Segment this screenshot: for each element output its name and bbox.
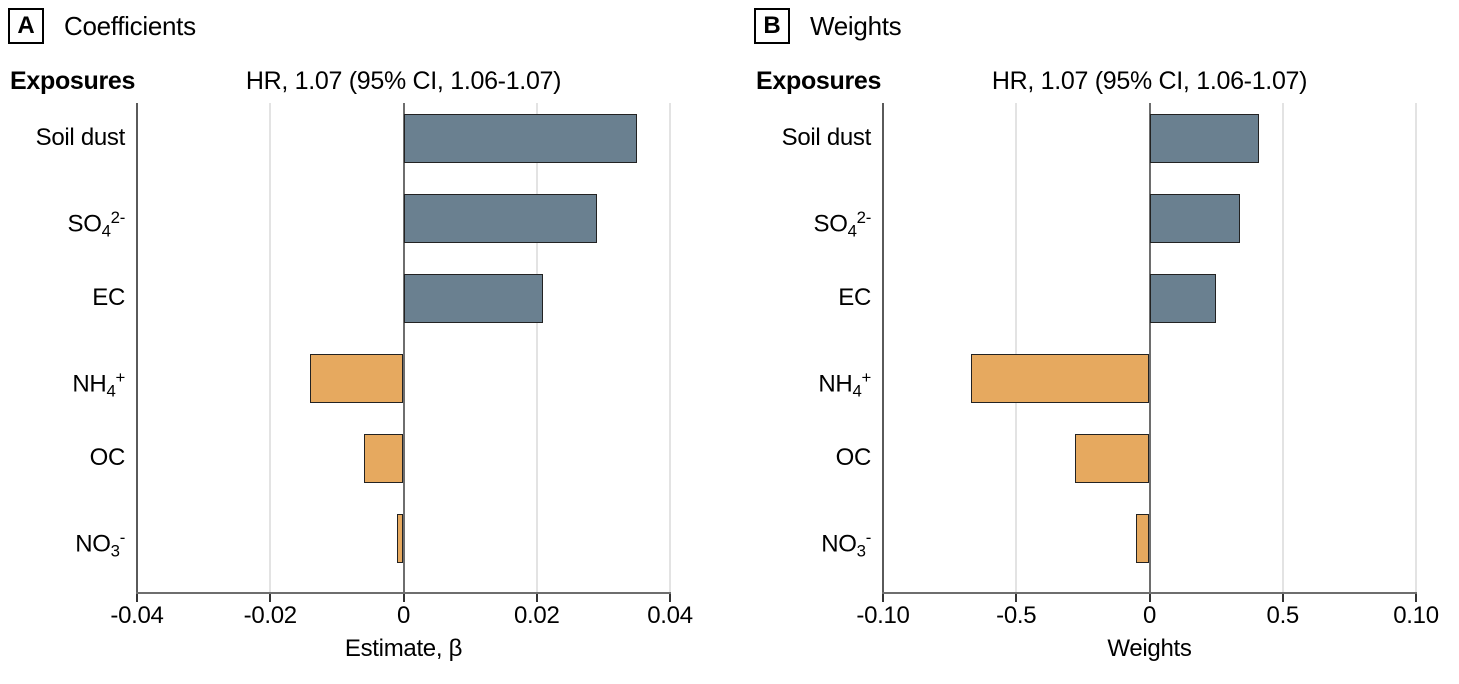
plot-area-coefficients: Soil dust SO42- EC NH4+ OC NO3- -0.04 -0.02 0 0.0… — [0, 0, 713, 684]
category-label-nh4: NH4+ — [818, 368, 871, 401]
category-label-nh4: NH4+ — [72, 368, 125, 401]
bar-ec — [1149, 273, 1217, 323]
category-label-soil-dust: Soil dust — [781, 124, 872, 151]
tick-label: 0.02 — [513, 602, 560, 629]
tick-label: -0.5 — [996, 602, 1037, 629]
plot-area-weights: Soil dust SO42- EC NH4+ OC NO3- -0.10 -0.5 0 0.5 0… — [746, 0, 1459, 684]
panel-b-tag-box: B — [754, 8, 790, 44]
tick-mark — [669, 594, 671, 602]
panel-a-tag-box: A — [8, 8, 44, 44]
category-label-no3: NO3- — [75, 528, 125, 561]
bar-oc — [363, 433, 404, 483]
bar-soil-dust — [403, 113, 637, 163]
bar-nh4 — [970, 353, 1150, 403]
tick-mark — [535, 594, 538, 602]
gridline — [535, 103, 538, 593]
tick-label: -0.04 — [110, 602, 164, 629]
category-label-ec: EC — [92, 284, 125, 311]
panel-b-header: B Weights — [754, 8, 902, 44]
tick-mark — [1415, 594, 1417, 602]
panel-a-title: Coefficients — [64, 10, 196, 41]
hr-annotation-a: HR, 1.07 (95% CI, 1.06-1.07) — [245, 67, 562, 95]
bar-ec — [403, 273, 544, 323]
x-axis-title: Weights — [1107, 635, 1192, 662]
tick-mark — [269, 594, 272, 602]
zero-line — [1148, 103, 1151, 593]
category-label-no3: NO3- — [821, 528, 871, 561]
tick-mark — [136, 594, 138, 602]
panel-a-header: A Coefficients — [8, 8, 196, 44]
bar-no3 — [1136, 513, 1150, 563]
bar-so4-2 — [403, 193, 597, 243]
tick-label: -0.10 — [856, 602, 910, 629]
panel-coefficients: A Coefficients Exposures HR, 1.07 (95% C… — [0, 0, 713, 684]
exposures-label: Exposures — [756, 67, 882, 95]
panel-weights: B Weights Exposures HR, 1.07 (95% CI, 1.… — [746, 0, 1459, 684]
x-axis-line — [136, 592, 671, 594]
exposures-label: Exposures — [10, 67, 136, 95]
panel-b-title: Weights — [810, 10, 902, 41]
x-axis-title: Estimate, β — [344, 635, 463, 662]
category-label-oc: OC — [835, 444, 872, 471]
bar-oc — [1074, 433, 1150, 483]
gridline — [669, 103, 671, 593]
bar-so4-2 — [1149, 193, 1241, 243]
tick-mark — [402, 594, 405, 602]
gridline — [269, 103, 272, 593]
bar-nh4 — [310, 353, 404, 403]
bar-no3 — [396, 513, 404, 563]
tick-label: -0.02 — [243, 602, 298, 629]
y-axis-spine — [136, 103, 138, 593]
tick-mark — [1015, 594, 1018, 602]
tick-mark — [1148, 594, 1151, 602]
tick-mark — [882, 594, 884, 602]
category-label-ec: EC — [838, 284, 871, 311]
tick-label: 0 — [1142, 602, 1157, 629]
hr-annotation-b: HR, 1.07 (95% CI, 1.06-1.07) — [991, 67, 1308, 95]
category-label-so4-2: SO42- — [67, 208, 126, 241]
category-label-soil-dust: Soil dust — [35, 124, 126, 151]
y-axis-spine — [882, 103, 884, 593]
tick-label: 0.5 — [1266, 602, 1300, 629]
category-label-oc: OC — [89, 444, 126, 471]
x-axis-line — [882, 592, 1417, 594]
gridline — [1415, 103, 1417, 593]
zero-line — [402, 103, 405, 593]
tick-mark — [1281, 594, 1284, 602]
tick-label: 0.04 — [647, 602, 693, 629]
bar-soil-dust — [1149, 113, 1259, 163]
tick-label: 0.10 — [1393, 602, 1439, 629]
gridline — [1015, 103, 1018, 593]
tick-label: 0 — [396, 602, 411, 629]
category-label-so4-2: SO42- — [813, 208, 872, 241]
gridline — [1281, 103, 1284, 593]
